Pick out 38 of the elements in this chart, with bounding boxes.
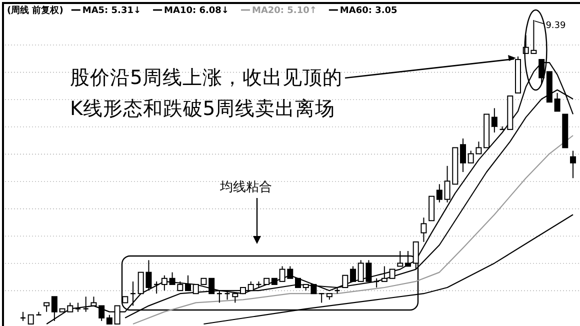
candlestick — [570, 150, 576, 179]
annotation: K线形态和跌破5周线卖出离场 — [70, 97, 336, 120]
candlestick — [114, 305, 120, 324]
candlestick — [412, 241, 419, 270]
candlestick — [342, 274, 348, 288]
candlestick — [554, 92, 560, 112]
candlestick — [381, 266, 388, 282]
legend-label: MA10: 6.08↓ — [164, 6, 229, 16]
candlestick — [350, 266, 356, 282]
candlestick — [232, 293, 238, 304]
candlestick — [90, 296, 97, 306]
candlestick — [460, 138, 466, 172]
candlestick — [208, 278, 215, 294]
candlestick — [98, 305, 105, 322]
candlestick — [82, 296, 89, 312]
candlestick — [28, 314, 34, 324]
candlestick — [248, 280, 254, 292]
candlestick — [51, 296, 58, 322]
candlestick — [405, 250, 411, 267]
candlestick — [538, 59, 545, 84]
annotation: 9.39 — [546, 21, 566, 31]
candlestick — [491, 108, 498, 133]
chart-title: (周线 前复权) — [7, 5, 64, 16]
candlestick — [295, 278, 301, 288]
candlestick — [161, 274, 168, 292]
annotation: 均线粘合 — [219, 180, 272, 195]
candlestick — [74, 302, 82, 312]
legend-label: MA60: 3.05 — [340, 6, 398, 16]
legend-label: MA20: 5.10↑ — [252, 6, 317, 16]
candlestick — [397, 250, 404, 267]
candlestick — [185, 274, 191, 292]
candlestick — [420, 217, 427, 242]
candlestick — [389, 268, 396, 279]
annotation: 股价沿5周线上涨，收出见顶的 — [70, 66, 342, 89]
candlestick — [106, 314, 112, 324]
candlestick — [436, 184, 442, 203]
legend-label: MA5: 5.31↓ — [82, 6, 142, 16]
candlestick — [44, 302, 50, 312]
